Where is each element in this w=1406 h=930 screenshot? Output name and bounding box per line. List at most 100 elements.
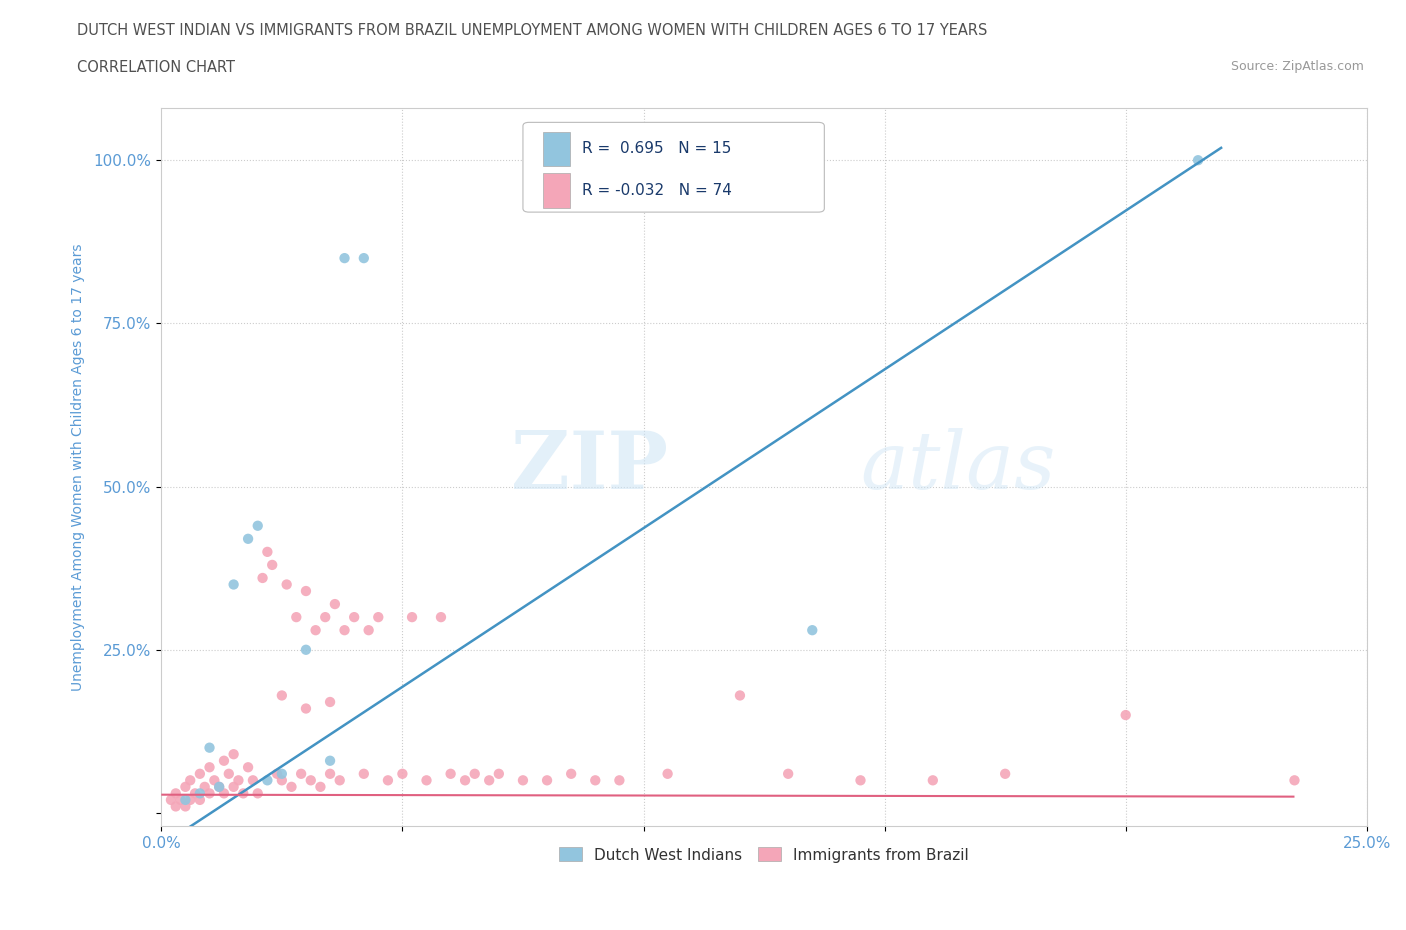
Point — [202, 773, 225, 788]
Point — [304, 623, 326, 638]
Point — [353, 251, 375, 266]
Point — [280, 779, 302, 794]
Point — [377, 773, 399, 788]
Point — [188, 792, 211, 807]
Point — [333, 623, 356, 638]
Point — [222, 779, 245, 794]
Point — [256, 773, 278, 788]
Point — [256, 544, 278, 559]
Point — [174, 792, 197, 807]
Point — [212, 786, 235, 801]
Point — [198, 760, 221, 775]
Point — [728, 688, 751, 703]
Point — [512, 773, 534, 788]
Point — [198, 786, 221, 801]
Point — [319, 766, 342, 781]
Point — [367, 610, 389, 625]
Point — [323, 597, 346, 612]
Point — [290, 766, 312, 781]
Point — [174, 799, 197, 814]
Point — [242, 773, 264, 788]
Text: CORRELATION CHART: CORRELATION CHART — [77, 60, 235, 75]
Legend: Dutch West Indians, Immigrants from Brazil: Dutch West Indians, Immigrants from Braz… — [553, 842, 974, 869]
Point — [401, 610, 423, 625]
Point — [849, 773, 872, 788]
Point — [391, 766, 413, 781]
Bar — [544, 132, 569, 166]
Point — [478, 773, 501, 788]
Point — [1187, 153, 1209, 167]
Point — [314, 610, 336, 625]
Point — [262, 557, 284, 572]
Point — [1115, 708, 1137, 723]
Point — [270, 766, 292, 781]
Point — [295, 701, 318, 716]
Point — [222, 577, 245, 591]
Point — [270, 773, 292, 788]
Point — [657, 766, 679, 781]
Point — [194, 779, 217, 794]
Point — [921, 773, 943, 788]
Point — [464, 766, 486, 781]
Point — [285, 610, 308, 625]
Point — [266, 766, 288, 781]
Point — [252, 570, 274, 585]
Point — [228, 773, 250, 788]
Point — [165, 799, 187, 814]
Point — [174, 779, 197, 794]
FancyBboxPatch shape — [523, 123, 824, 212]
Point — [246, 786, 269, 801]
Point — [165, 786, 187, 801]
Point — [270, 688, 292, 703]
Point — [169, 792, 191, 807]
Point — [295, 584, 318, 599]
Point — [160, 792, 183, 807]
Point — [1284, 773, 1306, 788]
Point — [232, 786, 254, 801]
Point — [295, 643, 318, 658]
Point — [208, 779, 231, 794]
Point — [353, 766, 375, 781]
Point — [333, 251, 356, 266]
Text: atlas: atlas — [860, 428, 1056, 506]
Point — [454, 773, 477, 788]
Point — [430, 610, 453, 625]
Point — [583, 773, 606, 788]
Bar — [544, 173, 569, 207]
Point — [236, 531, 259, 546]
Text: DUTCH WEST INDIAN VS IMMIGRANTS FROM BRAZIL UNEMPLOYMENT AMONG WOMEN WITH CHILDR: DUTCH WEST INDIAN VS IMMIGRANTS FROM BRA… — [77, 23, 987, 38]
Text: R =  0.695   N = 15: R = 0.695 N = 15 — [582, 141, 731, 156]
Point — [246, 518, 269, 533]
Point — [309, 779, 332, 794]
Point — [179, 792, 201, 807]
Point — [179, 773, 201, 788]
Point — [488, 766, 510, 781]
Point — [801, 623, 824, 638]
Point — [319, 695, 342, 710]
Y-axis label: Unemployment Among Women with Children Ages 6 to 17 years: Unemployment Among Women with Children A… — [72, 244, 86, 691]
Text: ZIP: ZIP — [510, 428, 668, 506]
Point — [319, 753, 342, 768]
Text: Source: ZipAtlas.com: Source: ZipAtlas.com — [1230, 60, 1364, 73]
Point — [778, 766, 800, 781]
Point — [439, 766, 461, 781]
Point — [208, 779, 231, 794]
Point — [609, 773, 631, 788]
Point — [222, 747, 245, 762]
Point — [276, 577, 298, 591]
Point — [184, 786, 207, 801]
Point — [536, 773, 558, 788]
Point — [560, 766, 582, 781]
Point — [218, 766, 240, 781]
Point — [212, 753, 235, 768]
Text: R = -0.032   N = 74: R = -0.032 N = 74 — [582, 183, 733, 198]
Point — [188, 786, 211, 801]
Point — [343, 610, 366, 625]
Point — [299, 773, 322, 788]
Point — [188, 766, 211, 781]
Point — [198, 740, 221, 755]
Point — [236, 760, 259, 775]
Point — [415, 773, 437, 788]
Point — [329, 773, 352, 788]
Point — [357, 623, 380, 638]
